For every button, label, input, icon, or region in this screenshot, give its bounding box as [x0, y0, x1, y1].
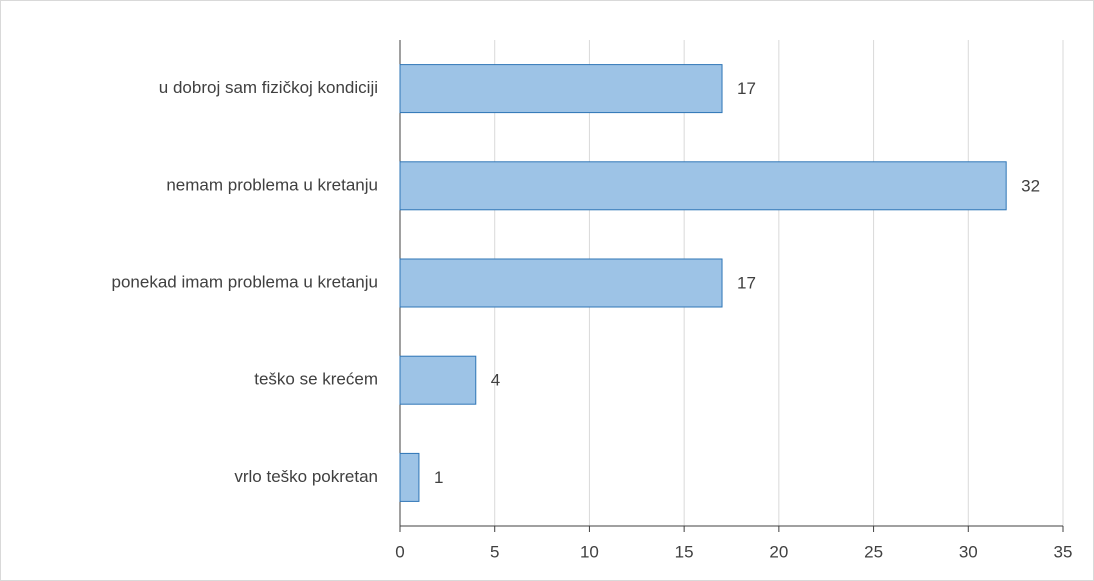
data-label: 17: [737, 273, 756, 292]
x-tick-label: 5: [490, 542, 499, 561]
x-tick-label: 0: [395, 542, 404, 561]
x-tick-label: 35: [1054, 542, 1073, 561]
bar: [399, 64, 723, 114]
x-tick-label: 15: [675, 542, 694, 561]
y-tick-label: ponekad imam problema u kretanju: [112, 272, 378, 291]
bar: [399, 452, 420, 502]
y-tick-label: u dobroj sam fizičkoj kondiciji: [159, 78, 378, 97]
data-label: 32: [1021, 176, 1040, 195]
x-tick-label: 30: [959, 542, 978, 561]
y-tick-label: vrlo teško pokretan: [234, 467, 378, 486]
bar: [399, 355, 477, 405]
y-tick-label: teško se krećem: [254, 370, 378, 389]
data-label: 4: [491, 371, 500, 390]
x-tick-label: 20: [769, 542, 788, 561]
data-label: 17: [737, 79, 756, 98]
x-tick-label: 10: [580, 542, 599, 561]
y-tick-label: nemam problema u kretanju: [166, 175, 378, 194]
bar: [399, 258, 723, 308]
x-tick-label: 25: [864, 542, 883, 561]
data-label: 1: [434, 468, 443, 487]
bar: [399, 161, 1007, 211]
